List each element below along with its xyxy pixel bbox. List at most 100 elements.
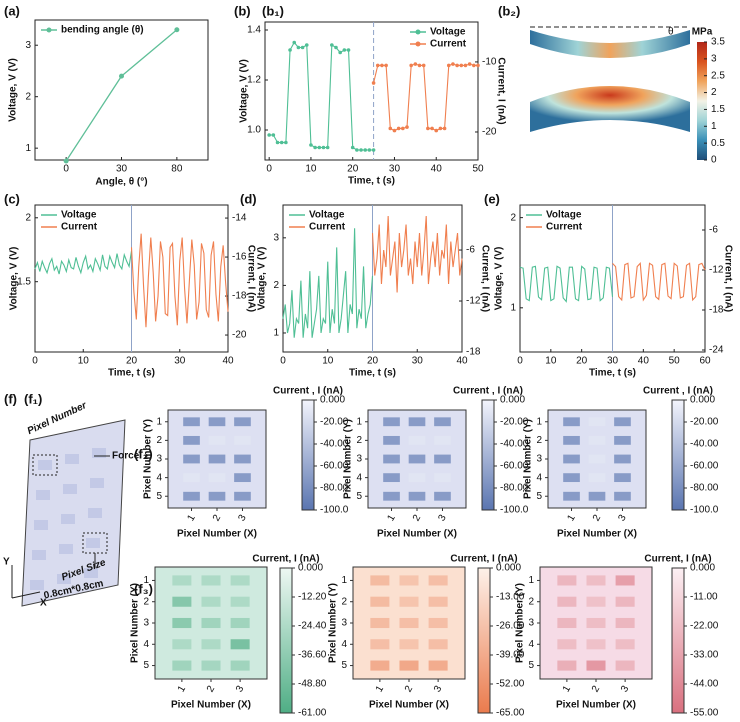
heatmap-cell <box>370 660 390 671</box>
panel-label: (e) <box>484 191 500 206</box>
colorbar-tick-label: -52.00 <box>496 679 525 690</box>
heatmap-cell <box>586 660 606 671</box>
x-tick-label: 0 <box>63 164 69 175</box>
heatmap-cell <box>557 660 577 671</box>
colorbar-tick-label: -80.00 <box>690 483 719 494</box>
heatmap-cell <box>588 417 606 427</box>
heatmap-cell <box>557 575 577 586</box>
heatmap-cell <box>615 617 635 629</box>
data-point <box>467 62 472 66</box>
heatmap-cell <box>586 596 606 607</box>
heatmap-cell <box>201 575 221 586</box>
y2-axis-label: Current, I (nA) <box>495 57 506 124</box>
data-point <box>463 63 468 68</box>
x-axis-label: Pixel Number (X) <box>171 700 251 711</box>
colorbar-tick-label: 2.5 <box>711 70 725 81</box>
stress-drawing: θ <box>530 26 690 132</box>
y-tick-label: 2 <box>143 596 149 607</box>
y-tick-label: 3 <box>143 618 149 629</box>
heatmap-cell <box>563 417 580 427</box>
legend-label: Current <box>61 222 98 233</box>
colorbar-tick-label: -12.20 <box>298 592 327 603</box>
heatmap-cell <box>172 639 192 650</box>
colorbar-tick-label: 0.000 <box>690 395 715 406</box>
series-line <box>519 265 614 303</box>
x-axis-label: Pixel Number (X) <box>556 700 636 711</box>
heatmap-cell <box>230 575 250 586</box>
data-point <box>325 145 330 150</box>
colorbar-tick-label: -55.00 <box>690 708 719 719</box>
x-tick-label: 20 <box>576 356 588 367</box>
data-point <box>330 43 334 47</box>
plot-frame <box>264 21 479 161</box>
x-tick-label: 40 <box>638 356 650 367</box>
heatmap-cell <box>208 435 226 445</box>
x-tick-label: 1 <box>565 513 578 524</box>
heatmap-cell <box>615 639 635 650</box>
heatmap-cell <box>230 596 250 607</box>
panel-label: (f₁) <box>24 391 42 406</box>
x-tick-label: 3 <box>616 513 629 524</box>
data-point <box>284 140 288 145</box>
colorbar-tick-label: -33.00 <box>690 650 719 661</box>
heatmap-cell <box>172 575 192 586</box>
data-point <box>446 63 451 68</box>
y-tick-label: 5 <box>143 660 149 671</box>
y-tick-label: 5 <box>356 491 362 502</box>
series-line <box>130 233 229 328</box>
colorbar <box>301 399 315 511</box>
data-point <box>442 126 447 131</box>
y-axis-label: Pixel Number (Y) <box>328 583 339 663</box>
x-tick-label: 3 <box>236 513 249 524</box>
x-tick-label: 40 <box>456 356 468 367</box>
colorbar-label: Current , I (nA) <box>643 386 713 397</box>
heatmap-cell <box>370 575 390 586</box>
x-tick-label: 2 <box>590 684 603 695</box>
heatmap-cell <box>383 435 400 445</box>
y2-tick-label: -18 <box>232 291 247 302</box>
panel-label: (d) <box>240 191 257 206</box>
legend-label: Current <box>430 39 467 50</box>
y-axis-label: Voltage, V (V) <box>239 59 250 123</box>
y2-tick-label: -20 <box>482 127 497 138</box>
heatmap-cell <box>615 660 635 671</box>
y-axis-label: Pixel Number (Y) <box>515 583 526 663</box>
y-tick-label: 2 <box>510 212 516 223</box>
colorbar-label: MPa <box>692 27 713 38</box>
x-tick-label: 2 <box>211 513 224 524</box>
colorbar-tick-label: -24.40 <box>298 621 327 632</box>
heatmap-cell <box>399 617 419 629</box>
colorbar-tick-label: -26.00 <box>496 621 525 632</box>
diagram-label: X <box>40 598 47 609</box>
heatmap-cell <box>383 473 400 483</box>
colorbar-tick-label: -48.80 <box>298 679 327 690</box>
colorbar-tick-label: -100.0 <box>320 505 349 516</box>
legend-marker <box>415 29 421 35</box>
heatmap-cell <box>172 617 192 629</box>
y-tick-label: 2 <box>356 435 362 446</box>
data-point <box>267 133 271 137</box>
colorbar-label: Current, I (nA) <box>450 554 517 565</box>
heatmap-cell <box>563 435 580 445</box>
data-point <box>472 63 476 68</box>
panel-label: (a) <box>4 3 20 18</box>
data-point <box>288 48 292 52</box>
colorbar-tick-label: -60.00 <box>320 461 349 472</box>
y2-tick-label: -24 <box>709 345 724 356</box>
heatmap-cell <box>370 617 390 629</box>
heatmap-cell <box>183 435 200 445</box>
heatmap-cell <box>201 660 221 671</box>
colorbar-tick-label: -65.00 <box>496 708 525 719</box>
x-tick-label: 1 <box>176 684 189 695</box>
heatmap-cell <box>586 639 606 650</box>
data-point <box>476 63 480 68</box>
y-tick-label: 1 <box>356 416 362 427</box>
heatmap-cell <box>208 417 226 427</box>
data-point <box>396 126 401 131</box>
y2-tick-label: -20 <box>232 330 247 341</box>
heatmap-cell <box>588 454 606 464</box>
y-axis-label: Voltage, V (V) <box>257 247 268 311</box>
data-point <box>421 63 426 68</box>
colorbar-label: Current, I (nA) <box>644 554 711 565</box>
